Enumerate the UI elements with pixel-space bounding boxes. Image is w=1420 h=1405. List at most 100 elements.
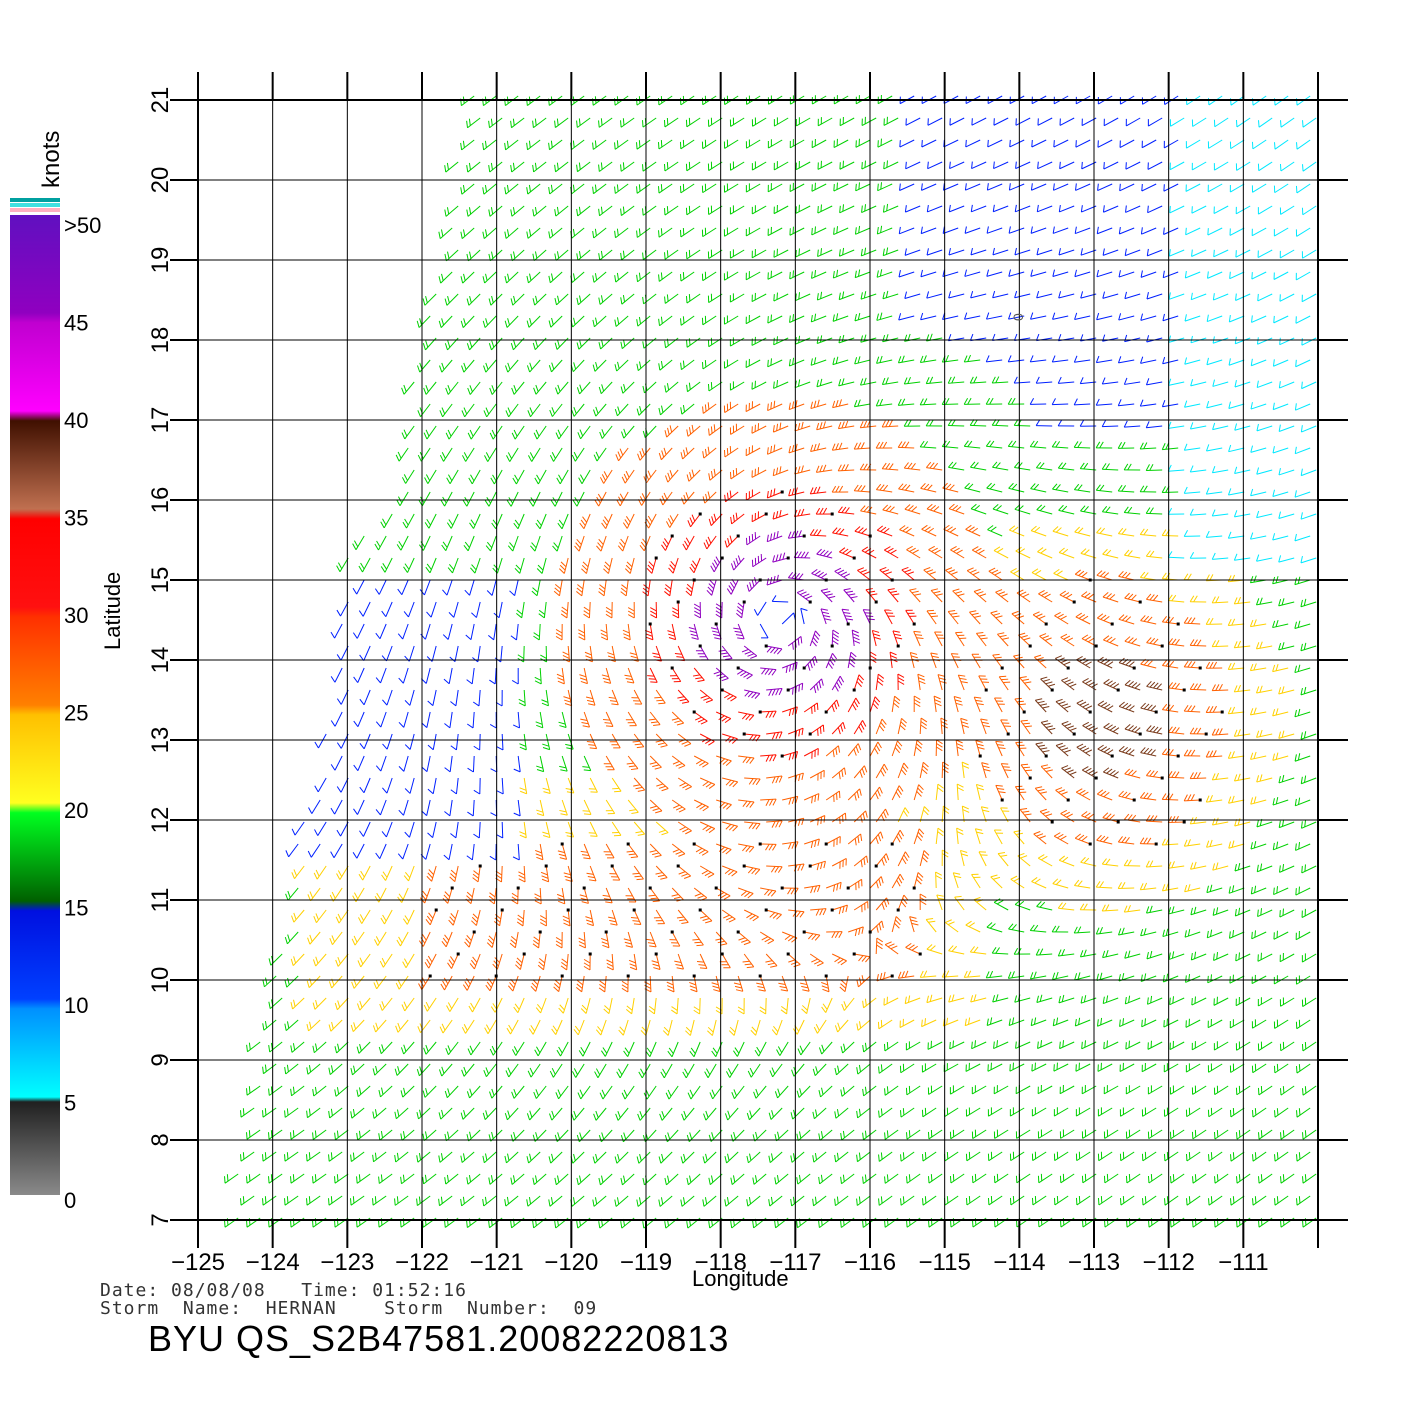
wind-barb-flag — [777, 380, 778, 387]
wind-barb — [1280, 866, 1295, 872]
wind-barb-flag — [957, 832, 963, 835]
wind-barb — [994, 698, 1002, 712]
wind-barb-flag — [1124, 421, 1127, 427]
wind-barb-flag — [618, 546, 622, 551]
wind-barb-flag — [641, 542, 645, 548]
wind-barb-flag — [665, 430, 667, 437]
wind-barb-flag — [638, 790, 645, 791]
wind-barb — [1016, 118, 1030, 125]
wind-barb — [650, 668, 657, 682]
wind-barb-flag — [640, 545, 644, 551]
wind-barb-flag — [855, 527, 860, 532]
wind-barb-flag — [828, 596, 835, 598]
wind-barb-flag — [610, 701, 617, 702]
wind-barb — [972, 875, 981, 888]
wind-barb-flag — [1032, 569, 1038, 573]
wind-barb-flag — [1107, 750, 1113, 754]
wind-barb-flag — [1276, 753, 1278, 760]
wind-barb-flag — [587, 700, 594, 702]
wind-barb-flag — [1012, 398, 1015, 404]
wind-barb-flag — [439, 321, 441, 328]
wind-barb-flag — [578, 633, 584, 636]
wind-barb-flag — [1085, 813, 1091, 817]
wind-barb — [1301, 822, 1316, 828]
wind-barb-flag — [601, 633, 607, 636]
wind-barb-flag — [1166, 573, 1170, 579]
wind-barb-flag — [668, 634, 675, 636]
wind-barb-flag — [399, 810, 404, 815]
wind-barb-flag — [768, 360, 769, 367]
wind-barb-flag — [882, 378, 885, 385]
wind-barb-flag — [513, 207, 514, 214]
wind-barb-flag — [833, 401, 835, 408]
wind-barb-flag — [815, 226, 816, 233]
wind-barb-flag — [773, 555, 775, 562]
wind-barb-flag — [1059, 746, 1066, 748]
wind-barb — [433, 778, 436, 794]
wind-barb-flag — [1238, 863, 1239, 870]
wind-barb-flag — [535, 901, 541, 904]
wind-barb — [965, 488, 980, 492]
wind-barb — [1147, 250, 1162, 256]
wind-barb — [517, 624, 519, 640]
wind-barb-flag — [398, 634, 402, 639]
wind-barb-flag — [1030, 398, 1033, 404]
wind-barb-flag — [505, 143, 506, 150]
wind-barb-flag — [861, 292, 862, 299]
wind-barb-flag — [842, 291, 843, 298]
rain-flag-marker — [655, 557, 658, 560]
wind-barb-flag — [821, 574, 827, 578]
wind-barb-flag — [975, 829, 982, 831]
wind-barb-flag — [1061, 810, 1067, 813]
wind-barb-flag — [774, 576, 775, 583]
wind-barb-flag — [839, 443, 842, 449]
wind-barb-flag — [916, 879, 921, 884]
wind-barb-flag — [793, 688, 794, 695]
wind-barb-flag — [337, 699, 341, 705]
wind-barb-flag — [691, 564, 695, 570]
wind-barb-flag — [860, 506, 865, 511]
wind-barb — [880, 570, 892, 580]
wind-barb-flag — [681, 407, 682, 414]
wind-barb-flag — [450, 873, 455, 878]
wind-barb — [1279, 470, 1294, 475]
wind-barb — [767, 448, 782, 454]
wind-barb-flag — [1067, 726, 1074, 728]
wind-barb — [926, 382, 942, 384]
wind-barb-flag — [426, 430, 429, 436]
wind-barb-flag — [511, 209, 512, 216]
wind-barb — [1295, 404, 1310, 410]
wind-barb-flag — [961, 682, 968, 683]
wind-barb — [1279, 690, 1294, 694]
wind-barb-flag — [845, 464, 848, 470]
wind-barb-flag — [603, 678, 610, 680]
wind-barb-flag — [861, 723, 864, 729]
wind-barb-flag — [1150, 726, 1155, 731]
wind-barb-flag — [1053, 183, 1054, 190]
wind-barb-flag — [519, 699, 525, 702]
wind-barb — [774, 250, 788, 257]
wind-barb — [1037, 510, 1052, 514]
wind-barb — [948, 382, 964, 383]
wind-barb-flag — [746, 715, 751, 720]
wind-barb-flag — [1100, 572, 1105, 577]
wind-barb-flag — [451, 870, 456, 875]
wind-barb-flag — [957, 784, 963, 787]
wind-barb-flag — [924, 567, 931, 569]
wind-barb — [899, 272, 914, 277]
wind-barb-flag — [583, 858, 590, 859]
wind-barb-flag — [733, 782, 738, 787]
wind-barb-flag — [968, 398, 971, 404]
wind-barb-flag — [1054, 569, 1060, 573]
wind-barb-flag — [732, 739, 737, 744]
wind-barb — [1303, 162, 1316, 171]
wind-barb-flag — [1140, 572, 1144, 577]
wind-barb-flag — [1023, 723, 1030, 724]
wind-barb-flag — [448, 385, 451, 392]
wind-barb-flag — [1044, 594, 1050, 597]
rain-flag-marker — [699, 645, 702, 648]
wind-barb-flag — [558, 681, 564, 684]
wind-barb-flag — [578, 432, 581, 438]
wind-barb-flag — [936, 747, 942, 751]
wind-barb — [1303, 206, 1316, 215]
